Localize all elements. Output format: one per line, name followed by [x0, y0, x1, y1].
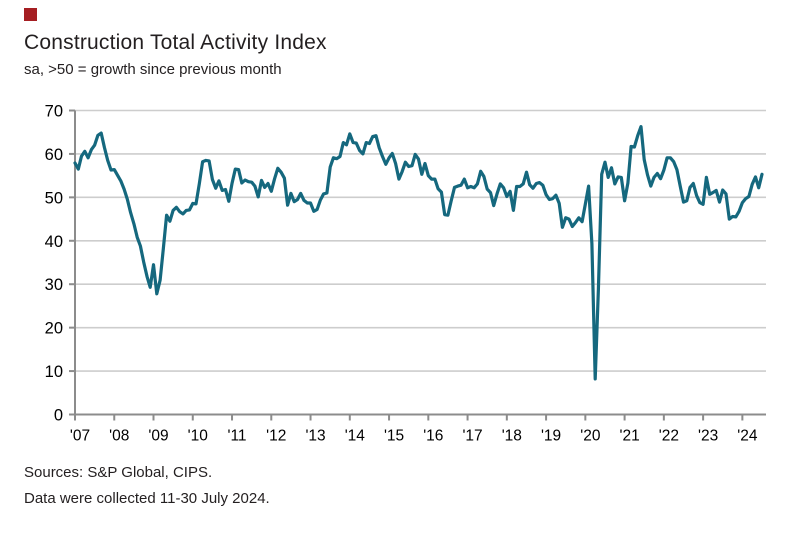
x-tick-label: '09 — [148, 428, 168, 445]
y-tick-label: 50 — [45, 189, 63, 207]
y-tick-label: 0 — [54, 407, 63, 425]
x-tick-label: '17 — [462, 428, 482, 445]
x-tick-label: '23 — [698, 428, 718, 445]
x-tick-label: '21 — [619, 428, 639, 445]
x-tick-label: '13 — [305, 428, 325, 445]
x-tick-label: '18 — [502, 428, 522, 445]
collection-note: Data were collected 11-30 July 2024. — [24, 490, 270, 507]
x-tick-label: '12 — [266, 428, 286, 445]
x-tick-label: '16 — [423, 428, 443, 445]
x-tick-label: '19 — [541, 428, 561, 445]
x-tick-label: '24 — [737, 428, 758, 445]
x-tick-label: '08 — [109, 428, 129, 445]
y-tick-label: 70 — [45, 102, 63, 120]
x-tick-label: '10 — [188, 428, 209, 445]
y-tick-label: 60 — [45, 146, 63, 164]
x-tick-label: '15 — [384, 428, 404, 445]
x-tick-label: '07 — [70, 428, 90, 445]
sources-note: Sources: S&P Global, CIPS. — [24, 464, 213, 481]
chart-subtitle: sa, >50 = growth since previous month — [24, 61, 282, 78]
y-tick-label: 30 — [45, 276, 63, 294]
chart-title: Construction Total Activity Index — [24, 31, 327, 54]
x-tick-label: '20 — [580, 428, 601, 445]
x-tick-label: '11 — [227, 428, 246, 445]
y-tick-label: 20 — [45, 320, 63, 338]
sp-global-logo-mark — [24, 8, 37, 21]
x-tick-label: '22 — [659, 428, 679, 445]
activity-index-line — [73, 124, 764, 381]
y-tick-label: 40 — [45, 233, 63, 251]
y-tick-label: 10 — [45, 363, 63, 381]
x-tick-label: '14 — [345, 428, 366, 445]
